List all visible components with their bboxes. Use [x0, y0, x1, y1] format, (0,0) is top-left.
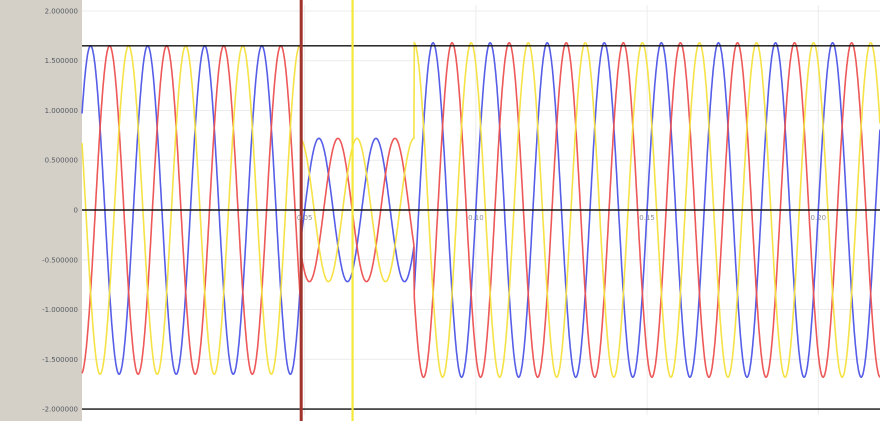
y-tick-label: -1.000000: [42, 306, 78, 314]
x-tick-label: 0.10: [468, 214, 484, 222]
x-tick-label: 0.05: [297, 214, 313, 222]
y-tick-label: -1.500000: [42, 356, 78, 364]
x-tick-label: 0.20: [811, 214, 827, 222]
series-group: [81, 40, 880, 379]
series-line-3: [81, 40, 880, 379]
x-tick-label: 0.15: [639, 214, 655, 222]
reference-lines: [82, 45, 880, 410]
y-tick-label: 1.500000: [45, 57, 78, 65]
y-tick-label: -0.500000: [42, 256, 78, 264]
x-tick-labels: 0.05 0.10 0.15 0.20: [297, 214, 826, 222]
y-tick-label: 0: [74, 207, 78, 215]
y-tick-label: -2.000000: [42, 406, 78, 414]
y-tick-label: 2.000000: [45, 7, 78, 15]
axis-panel: [0, 0, 82, 421]
y-tick-labels: 2.000000 1.500000 1.000000 0.500000 0 -0.5000…: [42, 7, 78, 413]
y-tick-label: 0.500000: [45, 157, 78, 165]
y-tick-label: 1.000000: [45, 107, 78, 115]
cursor-lines: [299, 0, 354, 421]
